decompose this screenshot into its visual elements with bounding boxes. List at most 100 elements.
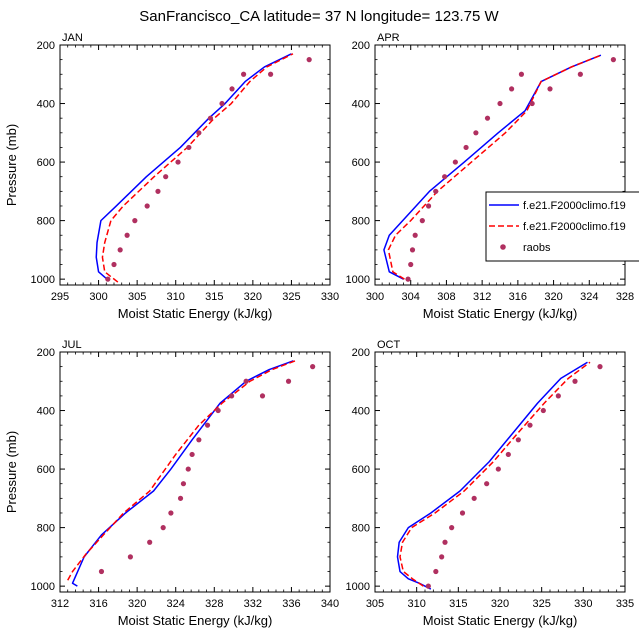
- x-tick-label: 335: [616, 598, 634, 610]
- x-tick-label: 336: [282, 598, 300, 610]
- y-axis-label: Pressure (mb): [4, 431, 19, 513]
- raobs-point: [285, 378, 292, 384]
- y-tick-label: 1000: [31, 274, 55, 286]
- raobs-point: [484, 115, 491, 121]
- x-tick-label: 315: [205, 291, 223, 303]
- raobs-point: [610, 57, 616, 63]
- series-group: [396, 361, 603, 590]
- plot-frame: [59, 351, 331, 593]
- y-tick-label: 200: [37, 40, 55, 52]
- raobs-point: [433, 188, 439, 194]
- raobs-point: [144, 203, 150, 209]
- figure-title: SanFrancisco_CA latitude= 37 N longitude…: [139, 8, 499, 25]
- raobs-point: [527, 422, 533, 428]
- raobs-point: [147, 539, 153, 545]
- raobs-point: [473, 130, 479, 136]
- x-tick-label: 300: [366, 291, 384, 303]
- raobs-point: [425, 583, 431, 589]
- raobs-point: [572, 378, 578, 384]
- y-tick-label: 1000: [31, 581, 55, 593]
- panel-label: JAN: [62, 32, 83, 44]
- raobs-point: [459, 510, 466, 516]
- raobs-point: [163, 174, 169, 180]
- panel-label: APR: [377, 32, 400, 44]
- x-tick-label: 328: [205, 598, 223, 610]
- raobs-point: [268, 71, 274, 77]
- raobs-point: [405, 276, 411, 282]
- raobs-point: [160, 525, 166, 531]
- x-tick-label: 312: [473, 291, 491, 303]
- series-line-blue-solid: [71, 360, 294, 587]
- raobs-point: [185, 466, 191, 472]
- chart-panel-jan: JAN 295 300 305 310 315 320 325 330 200 400 600 800 1…: [4, 32, 339, 321]
- raobs-point: [310, 364, 316, 370]
- legend-entry-label: raobs: [523, 242, 551, 254]
- raobs-point: [497, 100, 503, 107]
- y-tick-label: 400: [37, 99, 55, 111]
- raobs-point: [207, 115, 214, 121]
- raobs-point: [229, 86, 235, 92]
- series-line-red-dashed: [101, 53, 294, 283]
- raobs-point: [204, 422, 211, 428]
- x-tick-label: 308: [437, 291, 455, 303]
- raobs-point: [132, 218, 138, 224]
- y-tick-label: 800: [37, 523, 55, 535]
- y-tick-label: 1000: [346, 581, 370, 593]
- y-axis-label: Pressure (mb): [4, 124, 19, 206]
- x-tick-label: 310: [407, 598, 425, 610]
- raobs-point: [518, 71, 525, 77]
- y-tick-label: 600: [352, 464, 370, 476]
- x-axis-label: Moist Static Energy (kJ/kg): [423, 613, 578, 628]
- raobs-point: [463, 144, 469, 151]
- y-tick-label: 600: [37, 157, 55, 169]
- raobs-point: [471, 495, 477, 501]
- y-tick-label: 400: [352, 99, 370, 111]
- raobs-point: [442, 174, 448, 180]
- chart-panel-oct: OCT 305 310 315 320 325 330 335 200 400 600 800 1000…: [346, 339, 635, 628]
- x-tick-label: 325: [532, 598, 550, 610]
- y-tick-label: 400: [352, 406, 370, 418]
- raobs-point: [196, 437, 202, 443]
- x-axis-label: Moist Static Energy (kJ/kg): [118, 306, 273, 321]
- raobs-point: [505, 451, 511, 458]
- raobs-point: [555, 393, 561, 399]
- raobs-point: [439, 554, 445, 560]
- legend-marker-dots: [500, 244, 506, 250]
- x-axis-label: Moist Static Energy (kJ/kg): [423, 306, 578, 321]
- raobs-point: [98, 568, 105, 575]
- y-tick-label: 600: [352, 157, 370, 169]
- raobs-point: [484, 481, 490, 487]
- raobs-point: [419, 218, 425, 224]
- series-line-blue-solid: [396, 361, 588, 590]
- x-axis-label: Moist Static Energy (kJ/kg): [118, 613, 273, 628]
- chart-panel-jul: JUL 312 316 320 324 328 332 336 340 200 400 600 800 1…: [4, 339, 339, 628]
- x-tick-label: 320: [128, 598, 146, 610]
- legend-entry-label: f.e21.F2000climo.f19: [523, 200, 626, 212]
- x-tick-label: 304: [402, 291, 420, 303]
- raobs-point: [105, 276, 111, 282]
- panels: JAN 295 300 305 310 315 320 325 330 200 400 600 800 1…: [4, 32, 634, 628]
- y-tick-label: 800: [352, 523, 370, 535]
- plot-frame: [59, 44, 331, 286]
- x-tick-label: 310: [167, 291, 185, 303]
- series-line-red-dashed: [387, 54, 602, 280]
- legend-entry-label: f.e21.F2000climo.f19: [523, 221, 626, 233]
- raobs-point: [175, 159, 181, 165]
- y-tick-label: 1000: [346, 274, 370, 286]
- x-tick-label: 316: [89, 598, 107, 610]
- raobs-point: [495, 466, 501, 472]
- x-tick-label: 330: [574, 598, 592, 610]
- raobs-point: [408, 261, 414, 268]
- panel-label: JUL: [62, 339, 82, 351]
- raobs-point: [243, 378, 249, 384]
- y-tick-label: 800: [352, 216, 370, 228]
- raobs-point: [177, 495, 184, 501]
- raobs-point: [577, 71, 583, 77]
- x-tick-label: 325: [282, 291, 300, 303]
- raobs-point: [540, 407, 546, 414]
- raobs-point: [547, 86, 553, 92]
- y-tick-label: 200: [37, 347, 55, 359]
- raobs-point: [189, 451, 195, 458]
- raobs-point: [180, 481, 187, 487]
